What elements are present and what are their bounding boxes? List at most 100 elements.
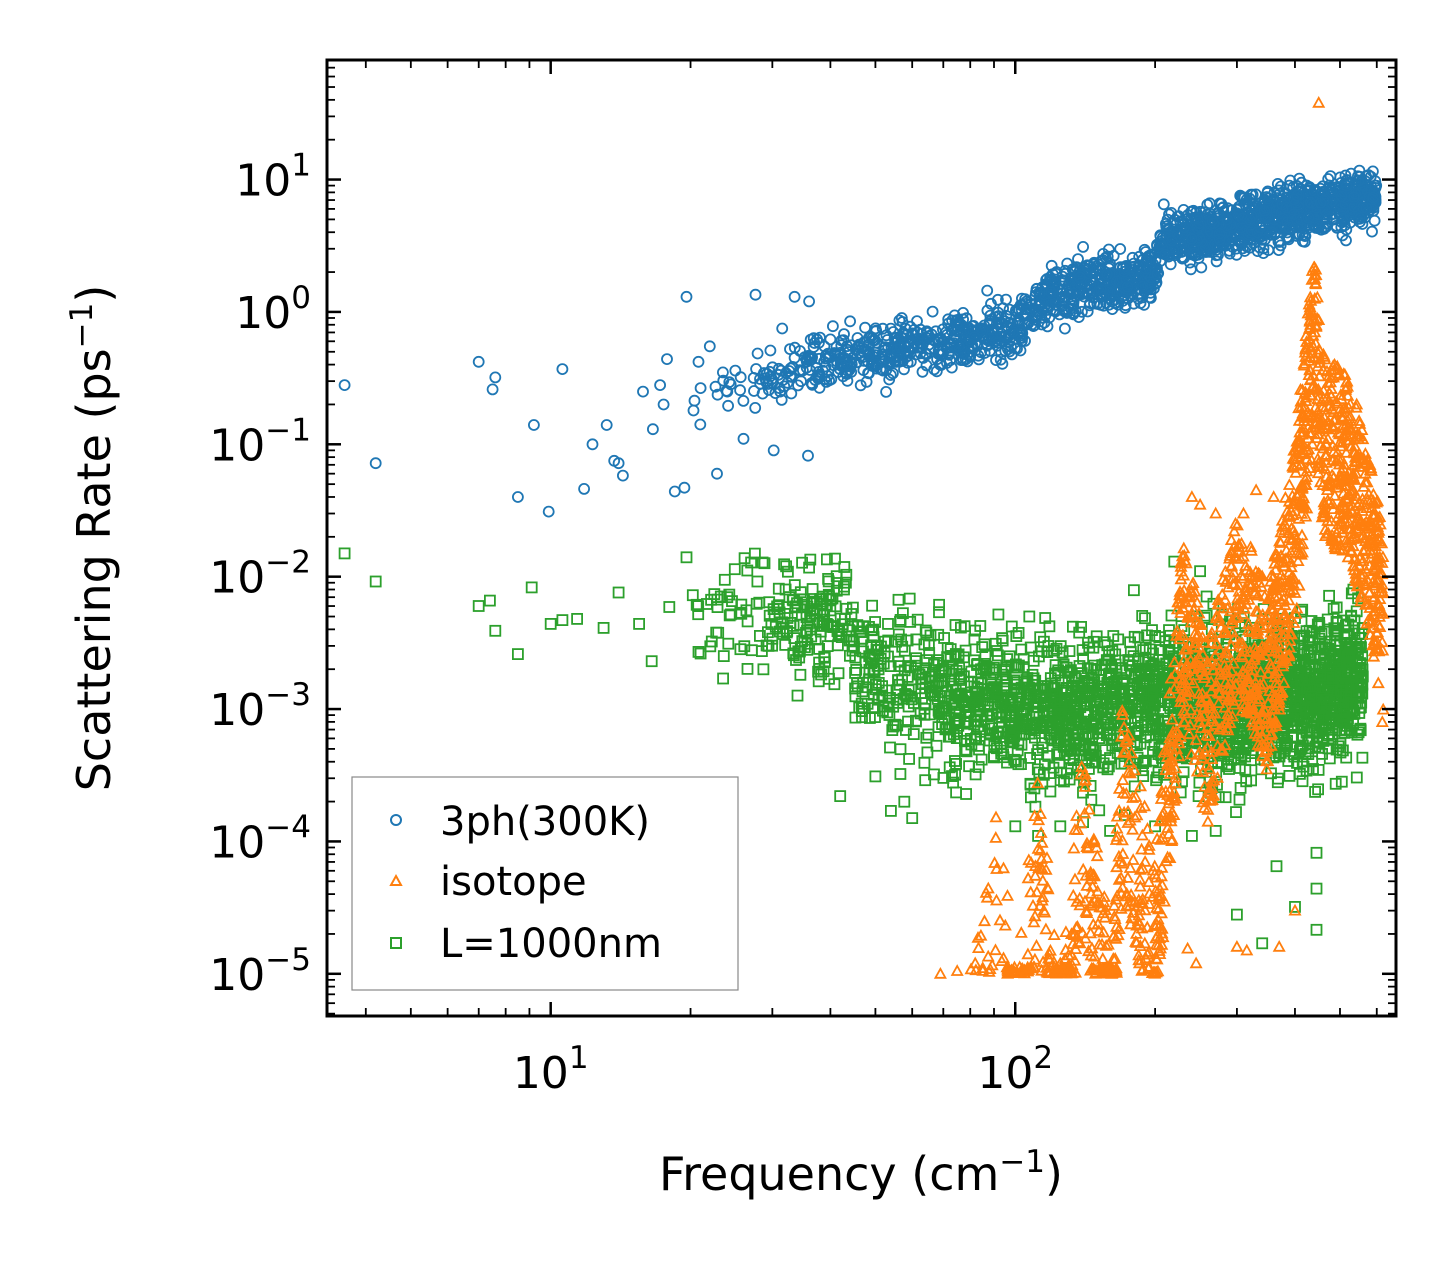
L=1000nm-outlier <box>1256 937 1269 950</box>
isotope-point <box>1099 938 1113 951</box>
L=1000nm-outlier <box>1289 901 1301 913</box>
isotope-point <box>1335 411 1349 423</box>
isotope-point <box>1151 938 1165 951</box>
isotope-point <box>1194 721 1208 733</box>
L=1000nm-point <box>1006 693 1019 706</box>
isotope-point <box>1177 653 1191 666</box>
isotope-point <box>1207 773 1221 786</box>
isotope-point <box>1278 609 1292 622</box>
L=1000nm-point <box>1287 732 1299 744</box>
isotope-point <box>1208 718 1222 730</box>
L=1000nm-point <box>1111 695 1123 708</box>
L=1000nm-point <box>859 656 872 669</box>
L=1000nm-point <box>1123 693 1135 705</box>
L=1000nm-outlier <box>645 655 658 668</box>
L=1000nm-point <box>794 640 807 653</box>
L=1000nm-point <box>933 598 945 611</box>
isotope-point <box>1368 558 1382 571</box>
isotope-point <box>1272 702 1286 715</box>
L=1000nm-point <box>1103 645 1115 658</box>
L=1000nm-point <box>1037 720 1050 733</box>
L=1000nm-point <box>984 728 997 741</box>
3ph(300K)-point <box>1081 305 1094 318</box>
isotope-point <box>1078 806 1092 819</box>
L=1000nm-point <box>904 690 917 703</box>
isotope-point <box>1174 572 1188 585</box>
L=1000nm-point <box>1345 610 1357 623</box>
L=1000nm-point <box>745 644 758 657</box>
L=1000nm-point <box>1233 762 1246 774</box>
L=1000nm-point <box>1297 760 1310 773</box>
isotope-point <box>1355 504 1370 516</box>
isotope-point <box>1031 841 1045 854</box>
isotope-point <box>1373 517 1387 530</box>
isotope-point <box>1268 547 1283 560</box>
L=1000nm-point <box>1034 684 1046 696</box>
isotope-point <box>1358 466 1372 479</box>
L=1000nm-point <box>1152 680 1165 693</box>
isotope-point <box>1238 581 1252 593</box>
isotope-point <box>1322 386 1337 399</box>
isotope-point <box>1328 488 1342 501</box>
L=1000nm-point <box>801 624 813 637</box>
L=1000nm-point <box>1086 756 1098 769</box>
isotope-point <box>1221 580 1235 593</box>
L=1000nm-point <box>976 641 989 653</box>
isotope-point <box>1204 714 1218 727</box>
isotope-point <box>1028 909 1042 922</box>
isotope-point <box>1187 657 1201 669</box>
L=1000nm-point <box>1035 645 1048 658</box>
L=1000nm-outlier <box>1128 584 1140 597</box>
isotope-point <box>1318 523 1332 535</box>
isotope-point <box>1163 731 1177 744</box>
isotope-point <box>1071 935 1085 947</box>
isotope-point <box>1026 898 1040 911</box>
isotope-point <box>1210 637 1224 649</box>
isotope-point <box>1241 617 1256 630</box>
isotope-point <box>1331 532 1345 545</box>
isotope-point <box>1281 508 1295 521</box>
isotope-point <box>1129 927 1144 939</box>
L=1000nm-point <box>1319 656 1332 669</box>
isotope-point <box>1176 676 1190 689</box>
L=1000nm-point <box>832 667 845 680</box>
L=1000nm-point <box>804 553 817 566</box>
isotope-point <box>1260 762 1274 775</box>
L=1000nm-outlier <box>663 601 676 613</box>
L=1000nm-point <box>941 642 954 654</box>
isotope-point <box>1030 885 1044 898</box>
isotope-point <box>1068 872 1082 885</box>
L=1000nm-point <box>867 623 880 636</box>
L=1000nm-point <box>1030 707 1043 720</box>
points-layer <box>338 95 1390 979</box>
isotope-point <box>1098 910 1112 923</box>
L=1000nm-point <box>865 639 877 652</box>
isotope-point <box>1316 400 1330 412</box>
isotope-point <box>1287 494 1302 507</box>
L=1000nm-point <box>1151 674 1163 686</box>
isotope-point <box>1033 899 1047 911</box>
isotope-point <box>998 918 1012 931</box>
L=1000nm-point <box>1312 783 1324 796</box>
isotope-point <box>1217 658 1231 671</box>
isotope-point <box>1162 827 1176 839</box>
isotope-point <box>1286 451 1300 464</box>
L=1000nm-point <box>975 753 988 766</box>
isotope-point <box>1218 700 1232 713</box>
isotope-point <box>1224 533 1238 545</box>
isotope-point <box>1087 949 1101 962</box>
L=1000nm-point <box>960 689 973 702</box>
L=1000nm-outlier <box>919 774 932 787</box>
isotope-point <box>1202 729 1216 741</box>
isotope-point <box>1360 501 1374 513</box>
L=1000nm-point <box>1136 610 1149 622</box>
L=1000nm-point <box>840 576 852 589</box>
isotope-point <box>1215 720 1229 733</box>
isotope-point <box>1248 587 1262 599</box>
isotope-point <box>1252 614 1266 627</box>
L=1000nm-outlier <box>1310 846 1323 859</box>
L=1000nm-point <box>1054 774 1067 787</box>
L=1000nm-point <box>750 597 763 610</box>
series-1-points <box>933 95 1390 979</box>
isotope-point <box>1133 879 1147 892</box>
